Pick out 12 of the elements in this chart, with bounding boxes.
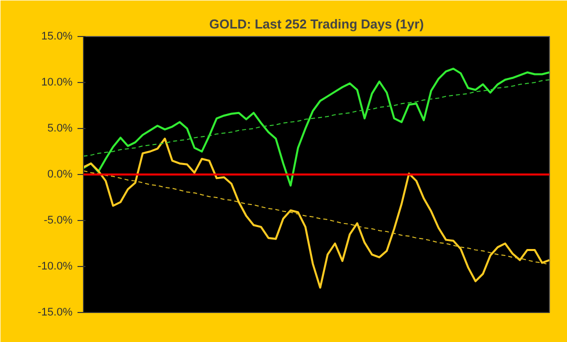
line-series xyxy=(84,170,550,266)
y-tick-label: 10.0% xyxy=(41,76,73,88)
y-tick-label: -5.0% xyxy=(44,214,73,226)
line-series xyxy=(84,68,550,187)
y-tick-label: 15.0% xyxy=(41,30,73,42)
line-series xyxy=(84,79,550,157)
chart-title: GOLD: Last 252 Trading Days (1yr) xyxy=(209,16,424,32)
y-tick-label: -10.0% xyxy=(38,260,73,272)
y-tick-label: 0.0% xyxy=(47,168,73,180)
line-series xyxy=(84,138,550,289)
y-tick-label: 5.0% xyxy=(47,122,73,134)
y-tick-label: -15.0% xyxy=(38,306,73,318)
